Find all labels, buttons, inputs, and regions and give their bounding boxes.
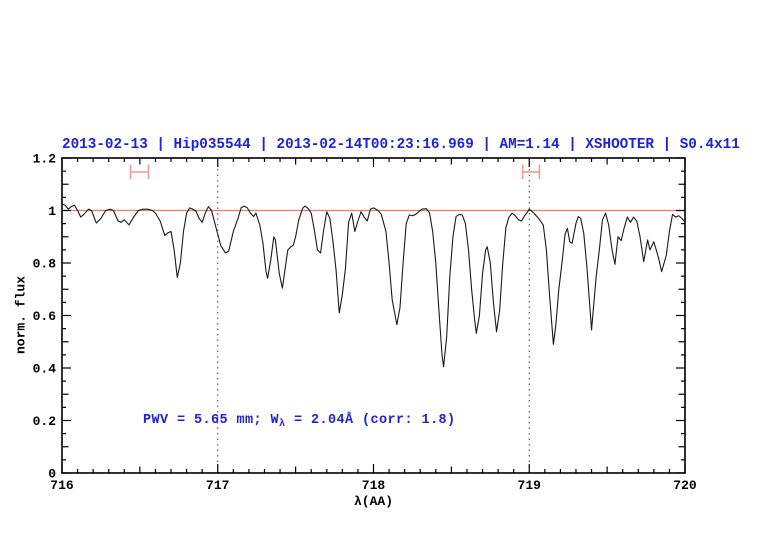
pwv-annotation-lambda-subscript: λ [279, 419, 286, 430]
y-tick-label: 0 [48, 467, 56, 482]
y-tick-label: 0.4 [33, 362, 57, 377]
y-tick-label: 0.8 [33, 257, 57, 272]
x-tick-label: 719 [518, 478, 542, 493]
x-axis-label: λ(AA) [353, 494, 393, 509]
y-tick-label: 0.6 [33, 309, 57, 324]
y-tick-label: 1.2 [33, 152, 57, 167]
plot-title: 2013-02-13 | Hip035544 | 2013-02-14T00:2… [62, 137, 740, 153]
x-tick-label: 717 [206, 478, 229, 493]
y-tick-label: 0.2 [33, 414, 57, 429]
pwv-annotation-prefix: PWV = 5.65 mm; W [143, 413, 280, 428]
x-tick-label: 716 [50, 478, 74, 493]
y-tick-label: 1 [48, 204, 56, 219]
x-tick-label: 718 [362, 478, 386, 493]
x-tick-label: 720 [673, 478, 697, 493]
pwv-annotation: PWV = 5.65 mm; Wλ = 2.04Å (corr: 1.8) [143, 413, 455, 430]
spectrum-line [61, 203, 686, 368]
pwv-annotation-suffix: = 2.04Å (corr: 1.8) [285, 413, 456, 428]
